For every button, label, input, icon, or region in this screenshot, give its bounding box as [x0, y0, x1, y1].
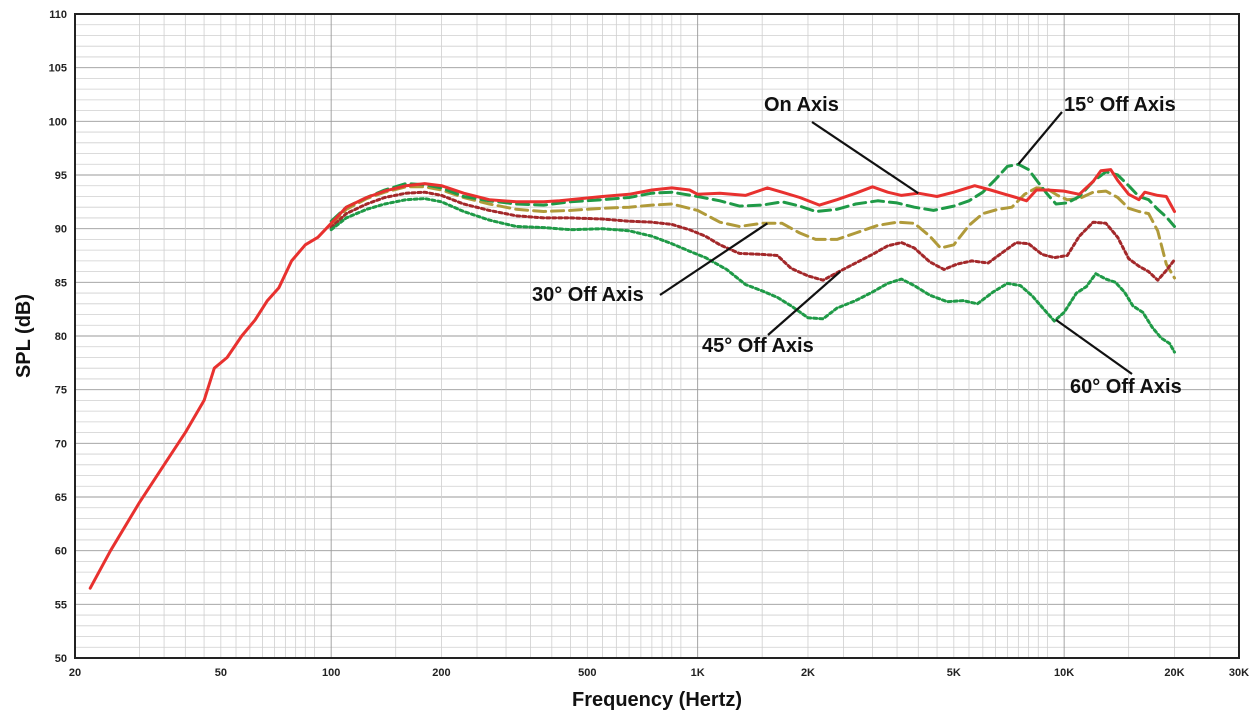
x-tick-label: 5K — [947, 667, 961, 679]
annotation-leader-line — [767, 270, 842, 336]
y-tick-label: 55 — [55, 599, 67, 611]
y-tick-label: 65 — [55, 492, 67, 504]
y-tick-label: 90 — [55, 224, 67, 236]
y-tick-label: 50 — [55, 653, 67, 665]
series-line-on-axis — [88, 168, 1176, 590]
annotation-leader-line — [1017, 111, 1063, 165]
annotation-label: 30° Off Axis — [532, 284, 644, 306]
y-tick-label: 105 — [49, 63, 67, 75]
x-tick-label: 500 — [578, 667, 596, 679]
series-line-15-off-axis — [329, 162, 1176, 228]
x-axis-title: Frequency (Hertz) — [572, 689, 742, 711]
x-tick-label: 50 — [215, 667, 227, 679]
annotation-leader-line — [659, 222, 769, 296]
x-axis-ticks: 20 50 100 200 500 1K 2K 5K 10K 20K 30K — [69, 667, 1249, 679]
grid — [75, 14, 1239, 658]
x-tick-label: 10K — [1054, 667, 1074, 679]
y-tick-label: 80 — [55, 331, 67, 343]
y-tick-label: 75 — [55, 385, 67, 397]
y-tick-label: 60 — [55, 546, 67, 558]
series-line-30-off-axis — [329, 185, 1176, 280]
y-tick-label: 70 — [55, 438, 67, 450]
x-tick-label: 1K — [691, 667, 705, 679]
annotation-label: 60° Off Axis — [1070, 376, 1182, 398]
y-tick-label: 110 — [49, 9, 67, 21]
series-lines — [88, 162, 1176, 590]
y-tick-label: 100 — [49, 116, 67, 128]
series-line-45-off-axis — [329, 190, 1176, 282]
x-tick-label: 30K — [1229, 667, 1249, 679]
annotation-labels: On Axis 15° Off Axis 30° Off Axis 45° Off A… — [532, 94, 1182, 398]
x-tick-label: 200 — [432, 667, 450, 679]
annotation-label: On Axis — [764, 94, 839, 116]
y-tick-label: 85 — [55, 277, 67, 289]
annotation-leaders — [659, 111, 1133, 375]
annotation-label: 15° Off Axis — [1064, 94, 1176, 116]
y-axis-ticks: 50 55 60 65 70 75 80 85 90 95 100 105 110 — [49, 9, 67, 665]
y-axis-title: SPL (dB) — [13, 294, 35, 378]
x-tick-label: 20 — [69, 667, 81, 679]
y-tick-label: 95 — [55, 170, 67, 182]
annotation-leader-line — [1055, 319, 1133, 375]
x-tick-label: 2K — [801, 667, 815, 679]
x-tick-label: 100 — [322, 667, 340, 679]
x-tick-label: 20K — [1164, 667, 1184, 679]
annotation-leader-line — [811, 121, 919, 195]
annotation-label: 45° Off Axis — [702, 335, 814, 357]
plot-frame — [74, 13, 1240, 659]
series-line-60-off-axis — [329, 197, 1176, 354]
